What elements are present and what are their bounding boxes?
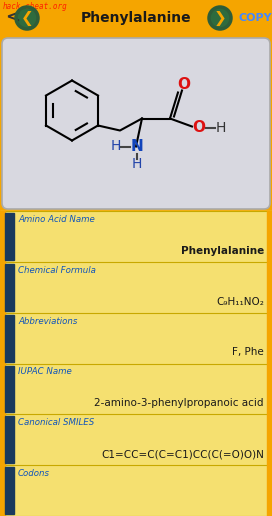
Circle shape [17,8,38,28]
Bar [0,36,272,211]
Bar [5,315,14,362]
Text: N: N [131,139,143,154]
Bar [0,313,5,363]
Text: H: H [111,139,121,153]
Bar [5,365,14,412]
Text: C1=CC=C(C=C1)CC(C(=O)O)N: C1=CC=C(C=C1)CC(C(=O)O)N [101,449,264,459]
Text: O: O [193,120,205,135]
Text: Phenylalanine: Phenylalanine [81,11,191,25]
Text: Abbreviations: Abbreviations [18,317,77,326]
Circle shape [209,8,230,28]
Bar [0,465,272,516]
Text: COPY: COPY [238,13,272,23]
Bar [5,467,14,514]
Text: O: O [178,77,190,92]
Bar [5,264,14,311]
Bar [0,414,5,465]
Text: ❯: ❯ [214,10,226,25]
Bar [5,213,14,260]
Text: ❮: ❮ [21,10,33,25]
Text: Amino Acid Name: Amino Acid Name [18,215,95,224]
Bar [0,313,272,363]
Bar [0,465,5,516]
Text: F, Phe: F, Phe [232,347,264,358]
Bar [0,262,5,313]
Bar [0,363,5,414]
Text: Phenylalanine: Phenylalanine [181,246,264,256]
Text: IUPAC Name: IUPAC Name [18,367,72,377]
FancyBboxPatch shape [2,38,270,209]
Bar [0,211,5,262]
Text: Canonical SMILES: Canonical SMILES [18,418,94,427]
Text: 2-amino-3-phenylpropanoic acid: 2-amino-3-phenylpropanoic acid [94,398,264,408]
Text: C₉H₁₁NO₂: C₉H₁₁NO₂ [216,297,264,307]
Text: hack-cheat.org: hack-cheat.org [3,2,68,11]
Text: Chemical Formula: Chemical Formula [18,266,96,275]
Bar [0,262,272,313]
Text: Codons: Codons [18,469,50,478]
Bar [0,211,272,262]
Bar [5,416,14,463]
Text: H: H [216,121,226,135]
Bar [267,211,272,516]
Bar [0,0,272,36]
Text: <: < [5,9,20,27]
Bar [0,414,272,465]
Bar [0,363,272,414]
Text: H: H [132,157,142,171]
